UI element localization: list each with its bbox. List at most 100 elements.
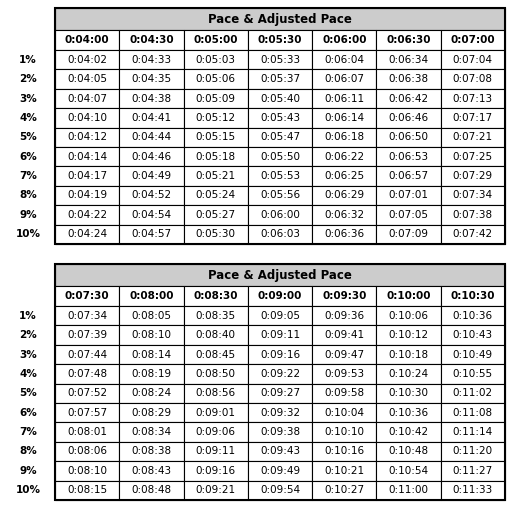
- Bar: [184, 403, 248, 422]
- Bar: [184, 442, 248, 461]
- Bar: [55, 481, 120, 500]
- Text: 0:10:48: 0:10:48: [388, 447, 429, 457]
- Bar: [55, 326, 120, 345]
- Text: 0:06:53: 0:06:53: [388, 152, 429, 162]
- Text: 0:05:53: 0:05:53: [260, 171, 300, 181]
- Text: 0:08:01: 0:08:01: [67, 427, 107, 437]
- Bar: [248, 167, 312, 186]
- Text: 0:07:30: 0:07:30: [65, 291, 109, 301]
- Text: 0:08:43: 0:08:43: [131, 466, 171, 476]
- Text: 0:08:14: 0:08:14: [131, 350, 171, 360]
- Bar: [120, 481, 184, 500]
- Text: 0:05:09: 0:05:09: [196, 93, 235, 104]
- Bar: [55, 186, 120, 205]
- Bar: [441, 50, 505, 70]
- Bar: [441, 481, 505, 500]
- Bar: [377, 225, 441, 244]
- Text: 0:07:44: 0:07:44: [67, 350, 107, 360]
- Text: 0:04:52: 0:04:52: [131, 190, 171, 201]
- Text: 0:10:04: 0:10:04: [324, 408, 364, 418]
- Bar: [184, 225, 248, 244]
- Bar: [55, 89, 120, 108]
- Text: 0:04:22: 0:04:22: [67, 210, 107, 220]
- Text: 0:11:02: 0:11:02: [453, 388, 493, 398]
- Text: 0:11:33: 0:11:33: [453, 485, 493, 495]
- Bar: [312, 422, 377, 442]
- Text: 0:07:04: 0:07:04: [453, 55, 493, 65]
- Bar: [184, 186, 248, 205]
- Bar: [377, 364, 441, 384]
- Text: 0:07:48: 0:07:48: [67, 369, 107, 379]
- Text: 0:09:06: 0:09:06: [196, 427, 235, 437]
- Bar: [184, 461, 248, 481]
- Text: 4%: 4%: [19, 113, 37, 123]
- Text: 0:04:14: 0:04:14: [67, 152, 107, 162]
- Bar: [377, 30, 441, 50]
- Bar: [55, 264, 505, 286]
- Bar: [377, 50, 441, 70]
- Text: 0:04:02: 0:04:02: [67, 55, 107, 65]
- Bar: [248, 89, 312, 108]
- Text: 0:06:00: 0:06:00: [260, 210, 300, 220]
- Bar: [312, 225, 377, 244]
- Bar: [55, 147, 120, 167]
- Text: 0:09:00: 0:09:00: [258, 291, 302, 301]
- Text: 0:05:33: 0:05:33: [260, 55, 300, 65]
- Bar: [55, 345, 120, 364]
- Text: 0:09:47: 0:09:47: [324, 350, 364, 360]
- Bar: [184, 481, 248, 500]
- Bar: [248, 186, 312, 205]
- Text: 0:08:24: 0:08:24: [131, 388, 171, 398]
- Bar: [312, 442, 377, 461]
- Text: 0:08:48: 0:08:48: [131, 485, 171, 495]
- Text: 0:05:15: 0:05:15: [195, 132, 236, 142]
- Bar: [312, 89, 377, 108]
- Text: 0:08:29: 0:08:29: [131, 408, 171, 418]
- Bar: [184, 422, 248, 442]
- Bar: [120, 461, 184, 481]
- Bar: [312, 147, 377, 167]
- Text: 0:06:50: 0:06:50: [388, 132, 428, 142]
- Bar: [312, 345, 377, 364]
- Bar: [377, 286, 441, 306]
- Bar: [120, 186, 184, 205]
- Text: 0:06:42: 0:06:42: [388, 93, 429, 104]
- Bar: [248, 442, 312, 461]
- Bar: [441, 186, 505, 205]
- Text: 0:10:12: 0:10:12: [388, 330, 429, 340]
- Text: 0:04:54: 0:04:54: [131, 210, 171, 220]
- Text: 0:07:00: 0:07:00: [450, 35, 495, 45]
- Text: 0:10:30: 0:10:30: [450, 291, 495, 301]
- Bar: [377, 422, 441, 442]
- Bar: [184, 30, 248, 50]
- Text: 0:05:37: 0:05:37: [260, 74, 300, 84]
- Text: 0:09:54: 0:09:54: [260, 485, 300, 495]
- Bar: [441, 89, 505, 108]
- Bar: [120, 108, 184, 128]
- Text: 0:10:27: 0:10:27: [324, 485, 364, 495]
- Bar: [120, 345, 184, 364]
- Text: 8%: 8%: [19, 447, 37, 457]
- Bar: [184, 147, 248, 167]
- Bar: [312, 30, 377, 50]
- Text: 0:11:00: 0:11:00: [388, 485, 428, 495]
- Text: 9%: 9%: [19, 210, 37, 220]
- Text: 0:10:54: 0:10:54: [388, 466, 429, 476]
- Text: 0:04:49: 0:04:49: [131, 171, 171, 181]
- Text: 0:10:36: 0:10:36: [388, 408, 429, 418]
- Bar: [55, 30, 120, 50]
- Text: 0:09:41: 0:09:41: [324, 330, 364, 340]
- Text: 0:04:19: 0:04:19: [67, 190, 107, 201]
- Text: 0:06:00: 0:06:00: [322, 35, 366, 45]
- Text: 0:07:29: 0:07:29: [453, 171, 493, 181]
- Bar: [377, 89, 441, 108]
- Bar: [120, 50, 184, 70]
- Bar: [120, 306, 184, 326]
- Text: 0:11:27: 0:11:27: [453, 466, 493, 476]
- Bar: [248, 422, 312, 442]
- Bar: [55, 403, 120, 422]
- Text: 0:05:03: 0:05:03: [196, 55, 235, 65]
- Text: 0:11:14: 0:11:14: [453, 427, 493, 437]
- Bar: [441, 108, 505, 128]
- Text: 0:08:40: 0:08:40: [196, 330, 235, 340]
